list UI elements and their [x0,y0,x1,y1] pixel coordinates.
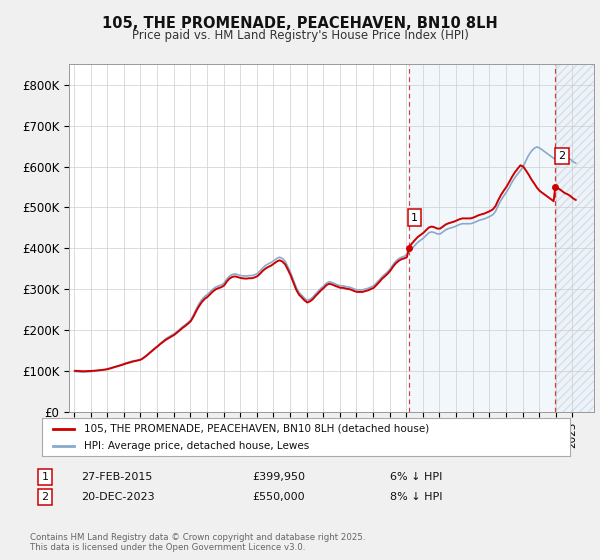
Text: This data is licensed under the Open Government Licence v3.0.: This data is licensed under the Open Gov… [30,543,305,552]
Text: 105, THE PROMENADE, PEACEHAVEN, BN10 8LH: 105, THE PROMENADE, PEACEHAVEN, BN10 8LH [102,16,498,31]
Bar [555,64,594,412]
Text: HPI: Average price, detached house, Lewes: HPI: Average price, detached house, Lewe… [84,441,310,451]
Text: 2: 2 [559,151,565,161]
Text: 20-DEC-2023: 20-DEC-2023 [81,492,155,502]
Text: 1: 1 [41,472,49,482]
Text: 8% ↓ HPI: 8% ↓ HPI [390,492,443,502]
Text: Price paid vs. HM Land Registry's House Price Index (HPI): Price paid vs. HM Land Registry's House … [131,29,469,42]
Text: 2: 2 [41,492,49,502]
Bar [409,64,555,412]
Text: 6% ↓ HPI: 6% ↓ HPI [390,472,442,482]
Text: £550,000: £550,000 [252,492,305,502]
Text: Contains HM Land Registry data © Crown copyright and database right 2025.: Contains HM Land Registry data © Crown c… [30,533,365,542]
Text: 105, THE PROMENADE, PEACEHAVEN, BN10 8LH (detached house): 105, THE PROMENADE, PEACEHAVEN, BN10 8LH… [84,424,430,434]
Text: 27-FEB-2015: 27-FEB-2015 [81,472,152,482]
Text: £399,950: £399,950 [252,472,305,482]
Text: 1: 1 [411,213,418,222]
